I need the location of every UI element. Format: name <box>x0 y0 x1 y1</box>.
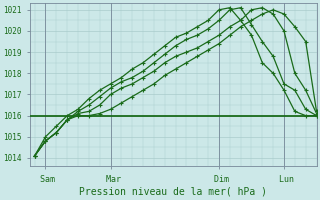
X-axis label: Pression niveau de la mer( hPa ): Pression niveau de la mer( hPa ) <box>79 187 268 197</box>
